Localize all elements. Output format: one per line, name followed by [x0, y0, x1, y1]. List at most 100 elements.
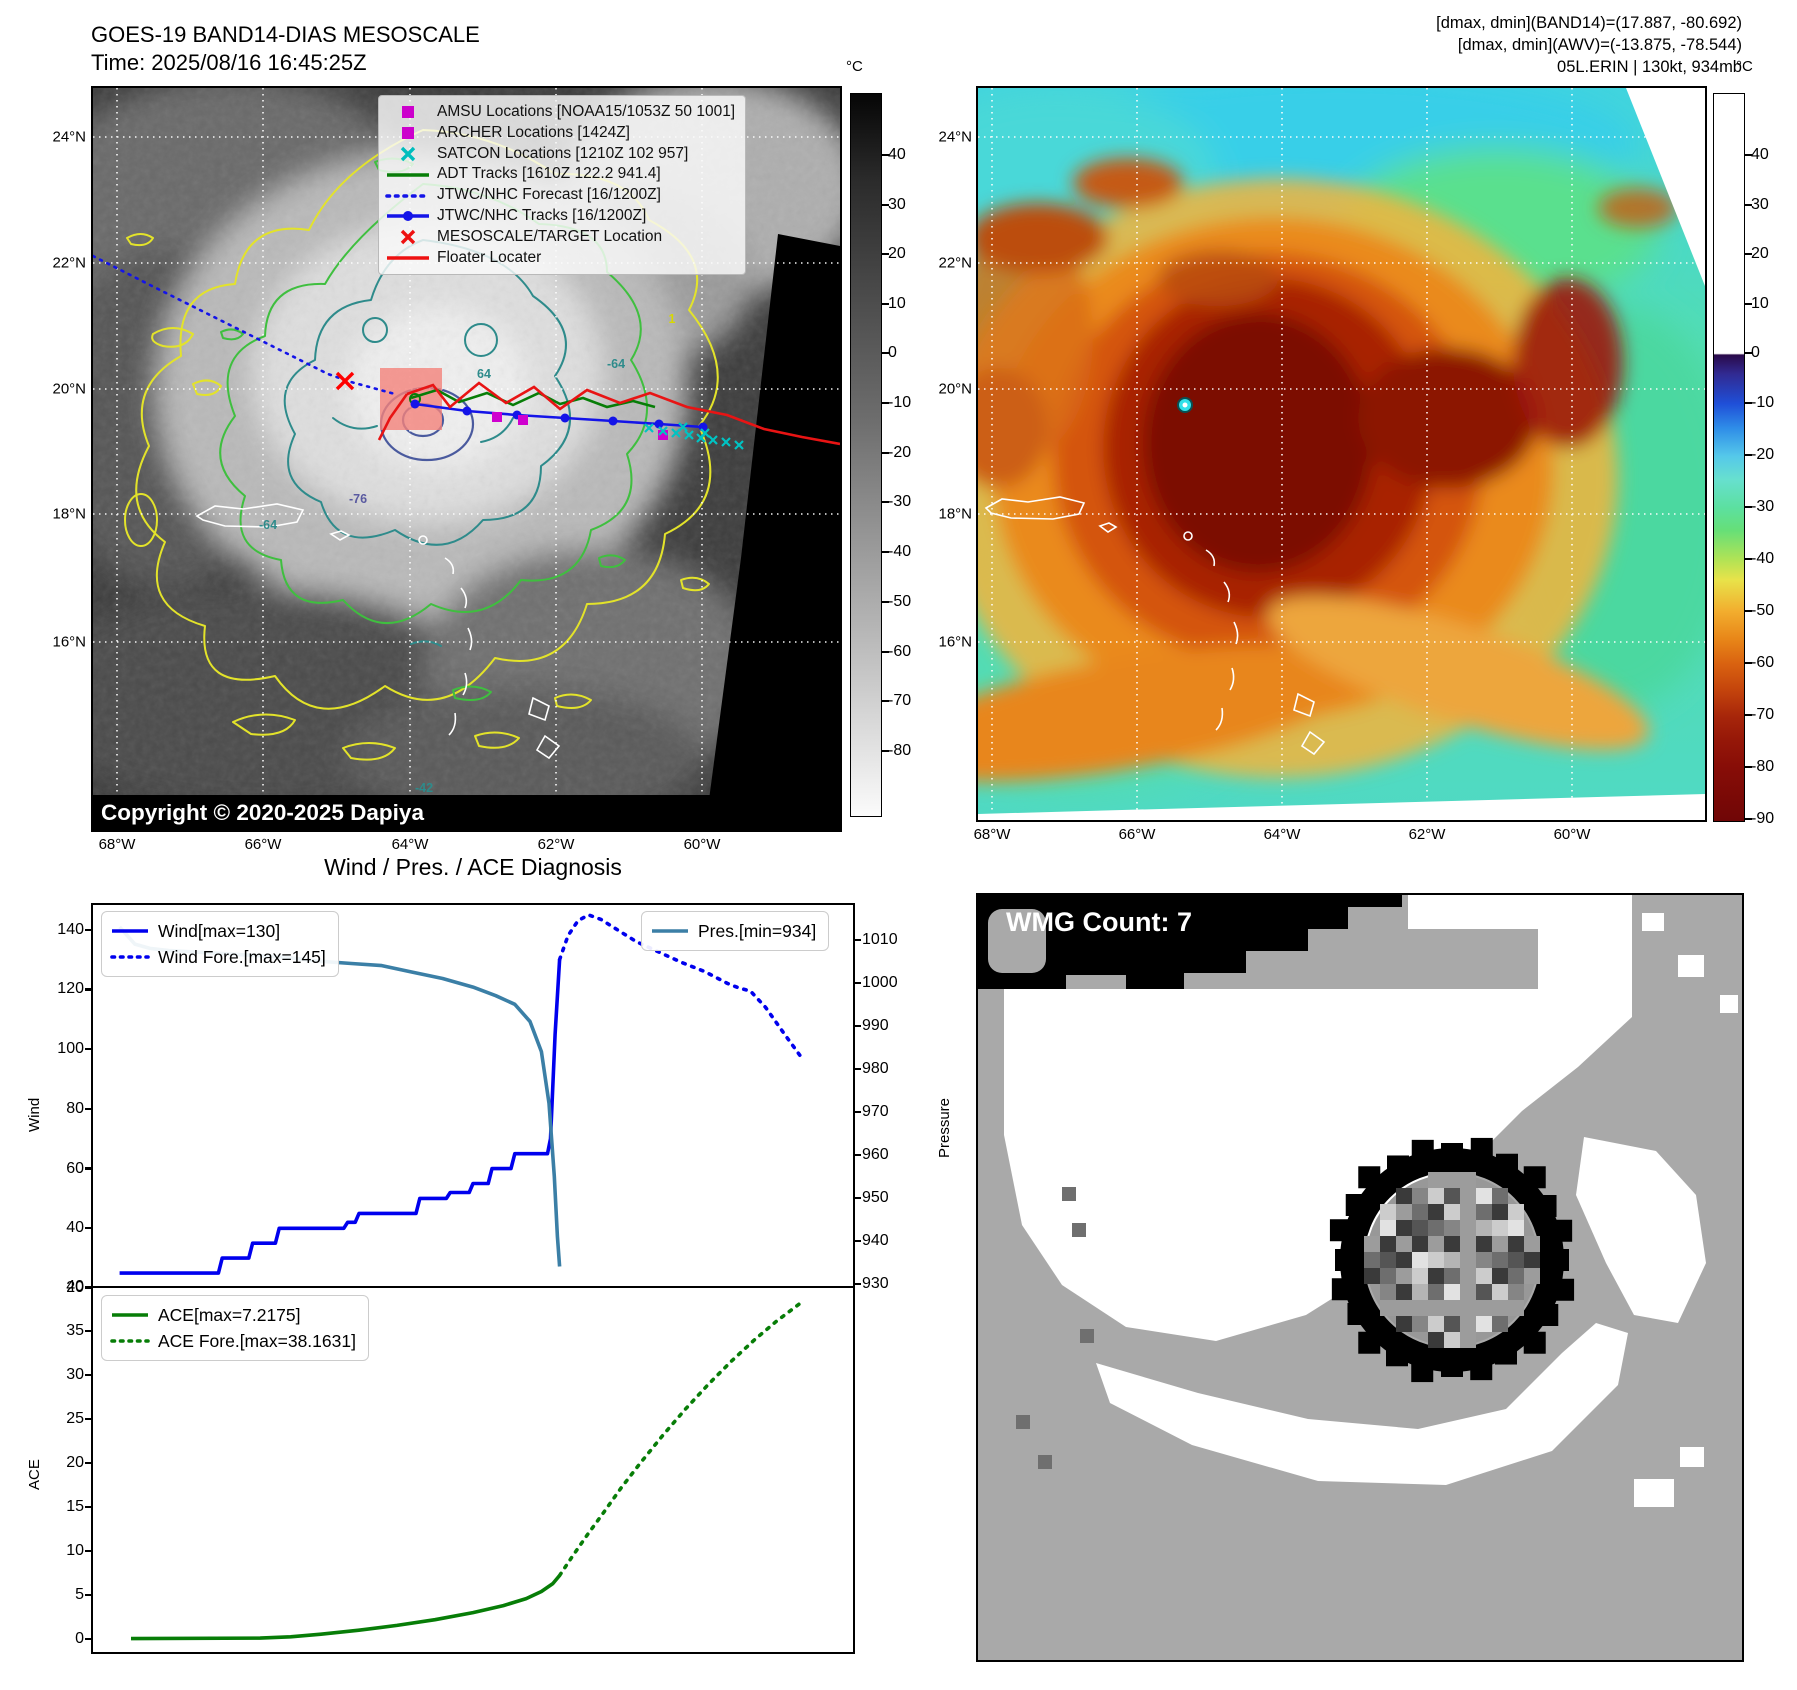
- legend-item: Wind[max=130]: [110, 918, 326, 944]
- colorbar-tick-label: -60: [888, 643, 912, 660]
- lon-tick-label: 68°W: [98, 836, 136, 853]
- square-legend-marker-icon: [402, 127, 414, 140]
- charts-suptitle: Wind / Pres. / ACE Diagnosis: [324, 854, 622, 880]
- tick-label: 930: [862, 1274, 889, 1292]
- tick-label: 10: [66, 1542, 84, 1560]
- lat-tick-label: 24°N: [52, 128, 86, 146]
- swath-edge-blank: [1626, 88, 1705, 286]
- dotted-legend-marker-icon: [110, 1339, 150, 1343]
- colorbar-tick-label: -60: [1751, 654, 1775, 671]
- tick-mark: [881, 252, 889, 256]
- lat-tick-label: 16°N: [52, 633, 86, 651]
- solid-legend-marker-icon: [387, 172, 429, 177]
- lat-tick-label: 16°N: [938, 633, 972, 651]
- tick-label: 970: [862, 1102, 889, 1120]
- colorbar-tick-label: 40: [1751, 146, 1769, 163]
- adt-track: [410, 388, 656, 409]
- legend-item-label: JTWC/NHC Tracks [16/1200Z]: [437, 206, 647, 224]
- tick-label: 80: [66, 1099, 84, 1117]
- colorbar-tick-label: -70: [888, 692, 912, 709]
- colorbar-tick-label: 0: [1751, 344, 1760, 361]
- series-Pres.[min=934]: [118, 925, 562, 1267]
- tick-mark: [881, 650, 889, 654]
- wind-axis-label: Wind: [26, 1097, 43, 1132]
- ace-axis-label: ACE: [26, 1459, 43, 1490]
- wmg-gray-specks: [1016, 1187, 1094, 1469]
- tick-mark: [881, 749, 889, 753]
- tick-mark: [881, 451, 889, 455]
- wmg-black-band: [978, 895, 1402, 989]
- lon-tick-label: 66°W: [244, 836, 282, 853]
- legend-item-label: Floater Locater: [437, 248, 542, 266]
- ir-header-band14: [dmax, dmin](BAND14)=(17.887, -80.692): [1436, 14, 1742, 32]
- tick-mark: [881, 401, 889, 405]
- series-Wind Fore.[max=145]: [557, 913, 802, 1057]
- tick-label: 25: [66, 1410, 84, 1428]
- legend-item: SATCON Locations [1210Z 102 957]: [385, 144, 735, 165]
- lon-tick-label: 68°W: [973, 826, 1011, 843]
- tick-label: 60: [66, 1159, 84, 1177]
- colorbar-tick-label: 30: [888, 196, 906, 213]
- band14-colorbar: [850, 93, 882, 817]
- colorbar-tick-label: -80: [888, 742, 912, 759]
- tick-label: 30: [66, 1366, 84, 1384]
- colorbar-tick-label: 20: [1751, 245, 1769, 262]
- colorbar-tick-label: -40: [1751, 550, 1775, 567]
- tick-mark: [1744, 351, 1752, 355]
- ir-image: [978, 88, 1705, 820]
- colorbar-tick-label: -70: [1751, 706, 1775, 723]
- copyright-text: Copyright © 2020-2025 Dapiya: [101, 799, 424, 825]
- tick-mark: [1744, 401, 1752, 405]
- tick-label: 1010: [862, 930, 898, 948]
- x-legend-marker-icon: [400, 229, 416, 245]
- band14-title: GOES-19 BAND14-DIAS MESOSCALE: [91, 22, 480, 47]
- tick-mark: [881, 600, 889, 604]
- lat-tick-label: 20°N: [52, 380, 86, 398]
- lon-tick-label: 64°W: [391, 836, 429, 853]
- swath-bottom-blank: [978, 794, 1705, 820]
- series-ACE Fore.[max=38.1631]: [557, 1301, 802, 1578]
- colorbar-tick-label: -40: [888, 543, 912, 560]
- colorbar-tick-label: 40: [888, 146, 906, 163]
- swath-edge-black-region: [705, 234, 840, 830]
- legend-item: AMSU Locations [NOAA15/1053Z 50 1001]: [385, 102, 735, 123]
- legend-item: ARCHER Locations [1424Z]: [385, 123, 735, 144]
- legend-item-label: ADT Tracks [1610Z 122.2 941.4]: [437, 165, 661, 183]
- tick-label: 35: [66, 1322, 84, 1340]
- colorbar-tick-label: 0: [888, 344, 897, 361]
- legend-item: ACE[max=7.2175]: [110, 1302, 356, 1328]
- legend-item: Wind Fore.[max=145]: [110, 944, 326, 970]
- tick-label: 15: [66, 1498, 84, 1516]
- tick-label: 0: [75, 1629, 84, 1647]
- tick-label: 990: [862, 1016, 889, 1034]
- colorbar-tick-label: -30: [888, 493, 912, 510]
- band14-subtitle: Time: 2025/08/16 16:45:25Z: [91, 50, 367, 75]
- lon-tick-label: 60°W: [1553, 826, 1591, 843]
- tick-mark: [1744, 252, 1752, 256]
- wmg-panel: WMG Count: 7: [976, 893, 1744, 1662]
- lat-tick-label: 18°N: [938, 505, 972, 523]
- square-legend-marker-icon: [402, 106, 414, 119]
- solid-legend-marker-icon: [387, 256, 429, 260]
- wmg-eye: [1329, 1137, 1575, 1383]
- band14-legend: AMSU Locations [NOAA15/1053Z 50 1001] ARC…: [378, 95, 747, 276]
- legend-item: ACE Fore.[max=38.1631]: [110, 1328, 356, 1354]
- wind-pressure-chart-legend-right: Pres.[min=934]: [641, 911, 830, 951]
- ir-colorbar-unit: °C: [1736, 58, 1753, 75]
- tick-mark: [881, 550, 889, 554]
- tick-label: 40: [66, 1278, 84, 1296]
- tick-mark: [1744, 153, 1752, 157]
- forecast-track: [93, 254, 397, 396]
- line-dot-legend-marker-icon: [387, 211, 429, 222]
- colorbar-tick-label: -10: [1751, 394, 1775, 411]
- ir-panel: [976, 86, 1707, 822]
- colorbar-tick-label: -50: [888, 593, 912, 610]
- legend-item-label: MESOSCALE/TARGET Location: [437, 227, 663, 245]
- tick-mark: [881, 203, 889, 207]
- solid-legend-marker-icon: [652, 929, 688, 933]
- wmg-eye-ring-teeth: [1329, 1137, 1575, 1383]
- wmg-corner-gray-block: [988, 909, 1046, 973]
- amsu-archer-markers: [492, 412, 668, 440]
- colorbar-tick-label: -10: [888, 394, 912, 411]
- x-legend-marker-icon: [400, 146, 416, 162]
